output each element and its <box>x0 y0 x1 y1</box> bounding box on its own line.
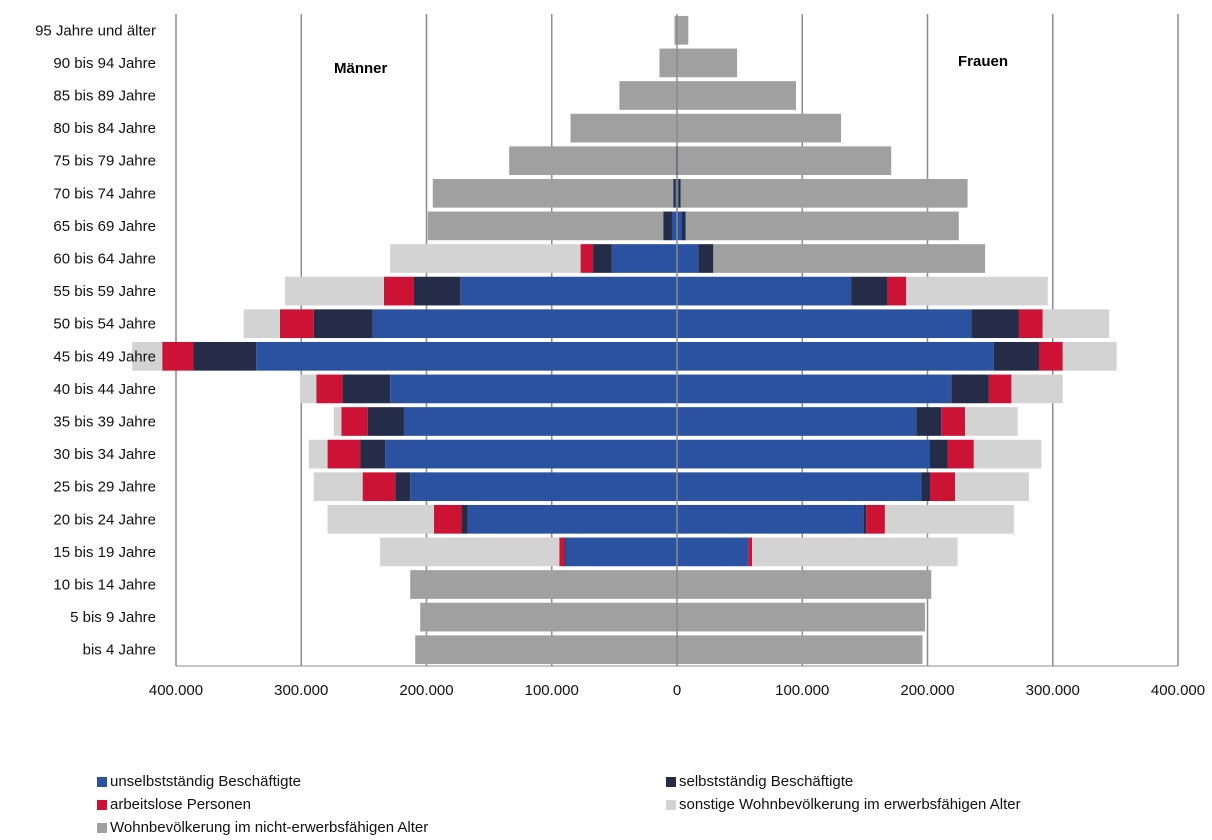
legend-swatch <box>666 777 676 787</box>
legend-label: Wohnbevölkerung im nicht-erwerbsfähigen … <box>110 818 428 837</box>
legend-label: sonstige Wohnbevölkerung im erwerbsfähig… <box>679 795 1021 814</box>
legend-item-unselbststaendig: unselbstständig Beschäftigte <box>97 772 301 791</box>
legend-swatch <box>97 823 107 833</box>
legend-swatch <box>97 777 107 787</box>
legend-swatch <box>666 800 676 810</box>
legend-swatch <box>97 800 107 810</box>
legend-item-selbststaendig: selbstständig Beschäftigte <box>666 772 853 791</box>
legend-label: unselbstständig Beschäftigte <box>110 772 301 791</box>
legend-label: arbeitslose Personen <box>110 795 251 814</box>
legend-item-nicht-erwerbsfaehig: Wohnbevölkerung im nicht-erwerbsfähigen … <box>97 818 428 837</box>
legend-item-sonstige: sonstige Wohnbevölkerung im erwerbsfähig… <box>666 795 1021 814</box>
legend-item-arbeitslos: arbeitslose Personen <box>97 795 251 814</box>
legend-label: selbstständig Beschäftigte <box>679 772 853 791</box>
